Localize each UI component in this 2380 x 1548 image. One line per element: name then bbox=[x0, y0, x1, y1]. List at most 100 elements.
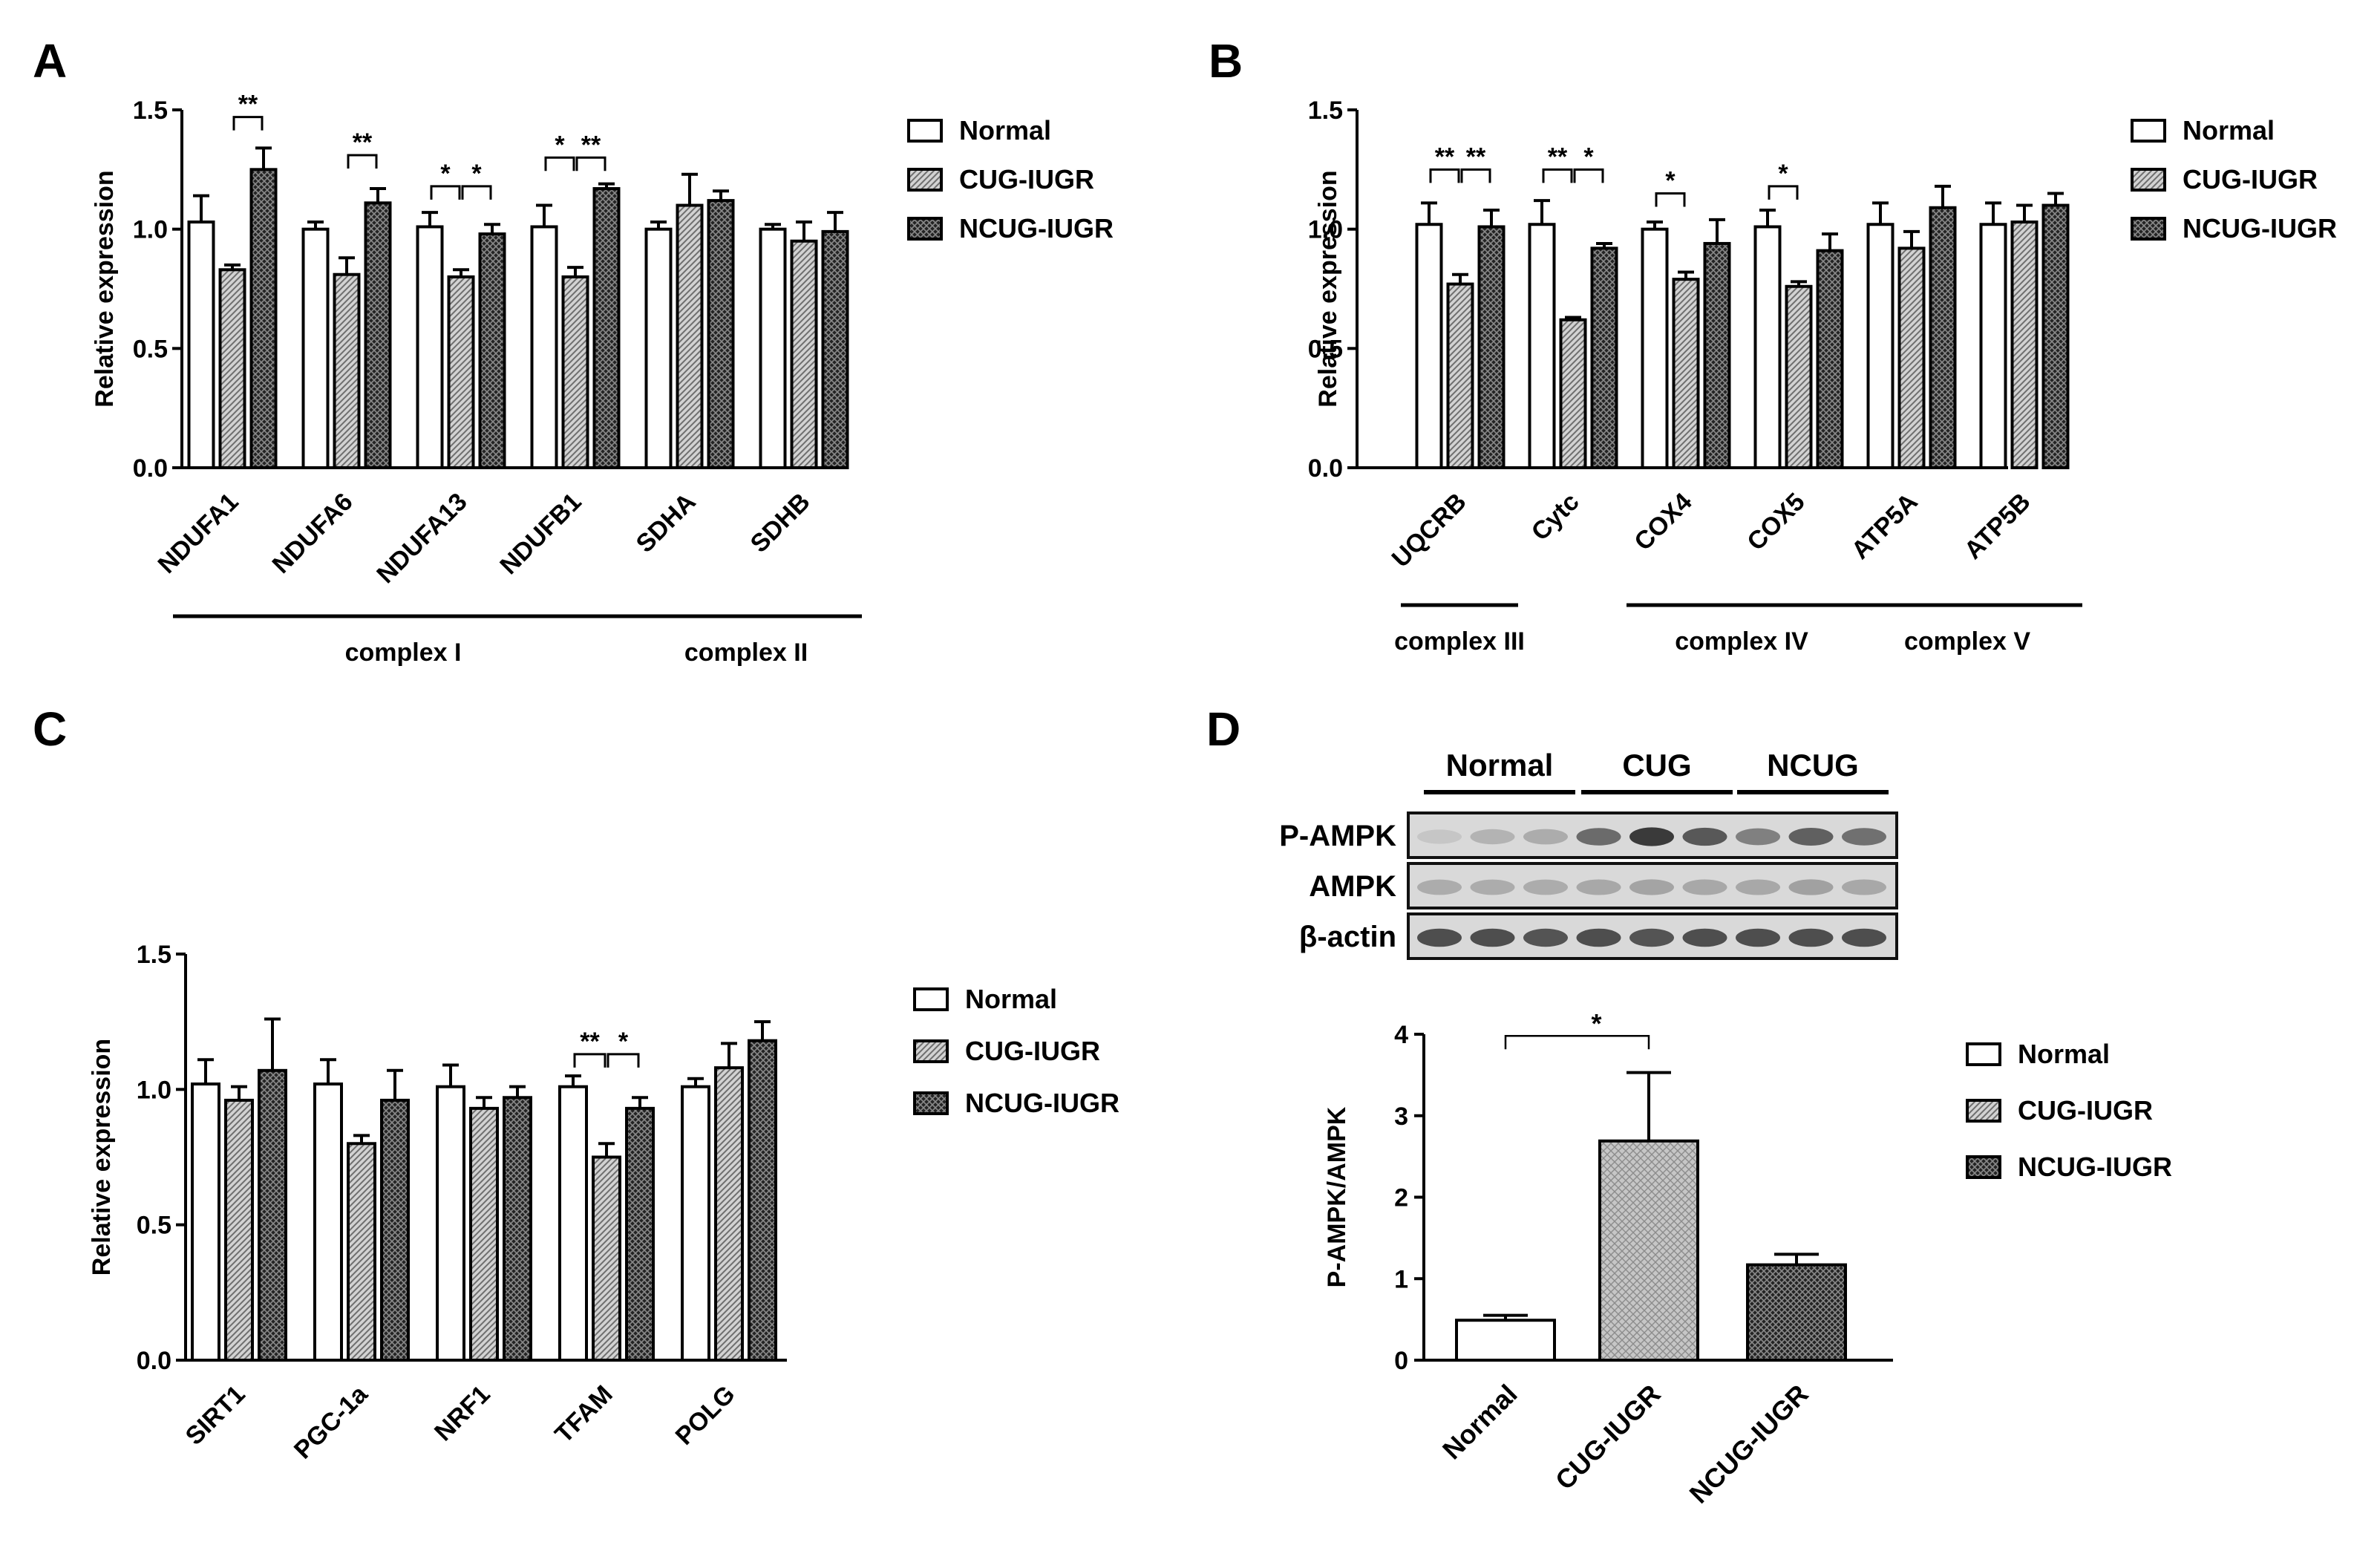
blot-band bbox=[1576, 828, 1621, 846]
significance-label: * bbox=[1583, 143, 1594, 171]
panel-b-axes: 0.0 0.5 1.0 1.5 Relative expression UQCRB Cytc… bbox=[1308, 97, 2082, 656]
bar-normal-cox5 bbox=[1753, 225, 1782, 469]
legend-label: NCUG-IUGR bbox=[959, 213, 1114, 244]
bar-cug-iugr-cox5 bbox=[1785, 284, 1813, 469]
panel-d-axes: 0 1 2 3 4 P-AMPK/AMPK Normal CUG-IUGR NCUG-IUGR * bbox=[1323, 1008, 1893, 1509]
x-tick-label: CUG-IUGR bbox=[1549, 1379, 1667, 1496]
x-tick-label: PGC-1a bbox=[289, 1379, 373, 1464]
y-tick-label: 0.5 bbox=[137, 1212, 171, 1240]
y-tick-label: 1.0 bbox=[133, 216, 168, 244]
significance-bracket bbox=[544, 156, 575, 172]
panel-letter-b: B bbox=[1209, 34, 1243, 88]
significance-label: ** bbox=[238, 91, 258, 119]
bar-cug-iugr-ndufa1 bbox=[218, 268, 246, 469]
blot-group-label: CUG bbox=[1622, 748, 1691, 783]
bar-ncug-iugr-ndufa13 bbox=[478, 232, 506, 469]
bar-ncug-iugr-pgc-1a bbox=[380, 1098, 410, 1362]
bar-cug-iugr-ndufa6 bbox=[333, 272, 361, 469]
bar-normal-atp5a bbox=[1866, 223, 1894, 469]
significance-bracket bbox=[232, 116, 264, 131]
blot-band bbox=[1736, 828, 1780, 846]
group-label: complex II bbox=[684, 639, 808, 667]
blot-band bbox=[1417, 928, 1462, 947]
bar-cug-iugr-sdha bbox=[676, 203, 704, 469]
bar-cug-iugr-ndufa13 bbox=[447, 275, 475, 469]
bar-normal-ndufb1 bbox=[530, 225, 558, 469]
group-label: complex I bbox=[345, 639, 462, 667]
x-tick-label: NRF1 bbox=[429, 1380, 496, 1447]
significance-label: ** bbox=[1548, 143, 1568, 171]
bar-normal-atp5b bbox=[1979, 223, 2007, 469]
y-tick-label: 1.0 bbox=[137, 1076, 171, 1104]
legend-label: Normal bbox=[2183, 115, 2275, 146]
x-tick-label: Normal bbox=[1436, 1379, 1523, 1466]
western-blot: Normal CUG NCUG P-AMPK AMPK β-actin bbox=[1279, 748, 1898, 960]
significance-bracket bbox=[1429, 168, 1460, 183]
bar-ncug-iugr-cox4 bbox=[1703, 241, 1731, 469]
y-tick-label: 0 bbox=[1394, 1347, 1408, 1375]
significance-bracket bbox=[430, 185, 461, 200]
blot-row-label: β-actin bbox=[1299, 921, 1396, 953]
blot-row-label: AMPK bbox=[1309, 870, 1396, 903]
significance-label: * bbox=[618, 1028, 629, 1056]
bar-normal-ndufa6 bbox=[301, 227, 330, 469]
y-tick-label: 1.0 bbox=[1308, 216, 1343, 244]
bar-ncug-iugr-polg bbox=[748, 1039, 777, 1362]
blot-band bbox=[1788, 879, 1834, 895]
x-tick-label: NDUFA13 bbox=[371, 488, 472, 589]
x-tick-label: UQCRB bbox=[1387, 488, 1472, 573]
group-label: complex III bbox=[1394, 627, 1525, 656]
significance-label: * bbox=[1778, 160, 1788, 188]
bar-ncug-iugr-ndufa1 bbox=[249, 168, 278, 469]
bar-normal-cytc bbox=[1528, 223, 1556, 469]
significance-bracket bbox=[1768, 185, 1799, 200]
x-tick-label: COX5 bbox=[1742, 488, 1810, 556]
blot-band bbox=[1470, 879, 1515, 895]
blot-band bbox=[1470, 928, 1515, 947]
bar-normal-tfam bbox=[558, 1085, 588, 1362]
blot-band bbox=[1736, 928, 1780, 947]
legend-label: Normal bbox=[965, 984, 1057, 1014]
bar-ncug-iugr-uqcrb bbox=[1477, 225, 1506, 469]
x-tick-label: NCUG-IUGR bbox=[1684, 1379, 1814, 1509]
y-tick-label: 1.5 bbox=[1308, 97, 1343, 125]
significance-bracket bbox=[461, 185, 492, 200]
significance-bracket bbox=[573, 1053, 607, 1068]
panel-letter-a: A bbox=[33, 34, 68, 88]
y-tick-label: 0.0 bbox=[137, 1347, 171, 1375]
blot-band bbox=[1842, 928, 1886, 947]
blot-band bbox=[1736, 879, 1780, 895]
y-axis-label: Relative expression bbox=[91, 170, 119, 407]
bar-ncug-iugr-atp5a bbox=[1929, 206, 1957, 469]
x-tick-label: NDUFB1 bbox=[494, 488, 586, 580]
bar-cug-iugr-atp5b bbox=[2010, 221, 2039, 469]
blot-band bbox=[1629, 928, 1674, 947]
bar-ncug-iugr-cox5 bbox=[1816, 249, 1844, 469]
legend-swatch bbox=[2131, 119, 2166, 143]
y-tick-label: 4 bbox=[1394, 1021, 1408, 1049]
group-label: complex IV bbox=[1675, 627, 1808, 656]
blot-band bbox=[1842, 828, 1886, 846]
panel-d-legend: Normal CUG-IUGR NCUG-IUGR bbox=[1966, 1039, 2172, 1182]
x-tick-label: SDHB bbox=[745, 488, 816, 558]
legend-swatch bbox=[2131, 217, 2166, 241]
blot-band bbox=[1682, 928, 1727, 947]
blot-band bbox=[1523, 879, 1568, 895]
bar-cug-iugr-sirt1 bbox=[224, 1098, 254, 1362]
legend-swatch bbox=[907, 119, 943, 143]
blot-band bbox=[1842, 879, 1886, 895]
x-tick-label: POLG bbox=[670, 1380, 741, 1451]
panel-letter-d: D bbox=[1206, 702, 1241, 756]
blot-band bbox=[1629, 827, 1674, 846]
legend-swatch bbox=[907, 168, 943, 192]
bar-ncug-iugr-ndufa6 bbox=[364, 201, 392, 469]
legend-label: NCUG-IUGR bbox=[2183, 213, 2337, 244]
bar-normal-sdha bbox=[644, 227, 673, 469]
blot-band bbox=[1682, 879, 1727, 895]
significance-label: * bbox=[440, 160, 451, 188]
legend-swatch bbox=[913, 1039, 949, 1063]
x-tick-label: SDHA bbox=[631, 488, 702, 558]
y-axis-label: Relative expression bbox=[88, 1039, 116, 1276]
x-tick-label: ATP5B bbox=[1959, 488, 2036, 565]
